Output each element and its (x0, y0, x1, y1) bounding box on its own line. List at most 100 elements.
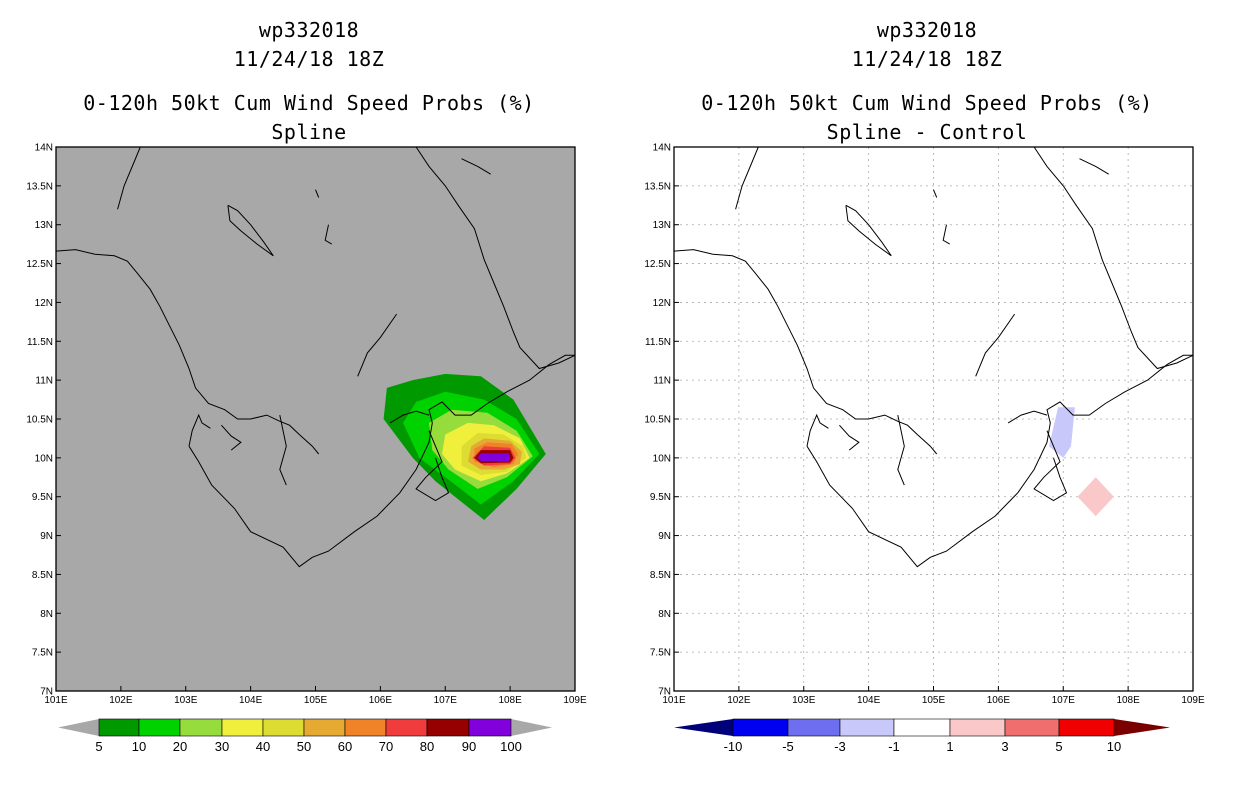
x-tick-label: 104E (239, 695, 263, 706)
colorbar-end-low (58, 719, 99, 736)
y-tick-label: 14N (35, 143, 53, 154)
y-tick-label: 12.5N (644, 259, 671, 270)
colorbar-swatch (1004, 718, 1060, 737)
colorbar-swatch (949, 718, 1006, 737)
x-tick-label: 108E (1116, 695, 1140, 706)
right-chart: 101E 102E 103E 104E 105E 106E 107E 108E 109E 7N 7.… (644, 143, 1205, 755)
right-panel: wp332018 11/24/18 18Z 0-120h 50kt Cum Wi… (618, 0, 1236, 800)
colorbar-label: 30 (215, 739, 229, 754)
colorbar-label: 80 (420, 739, 434, 754)
y-tick-label: 8N (658, 609, 671, 620)
y-tick-label: 7N (40, 687, 53, 698)
y-tick-label: 13N (653, 220, 671, 231)
colorbar-label: 70 (379, 739, 393, 754)
colorbar-swatch (839, 718, 895, 737)
y-tick-label: 7N (658, 687, 671, 698)
x-tick-label: 109E (1181, 695, 1205, 706)
coastline (227, 204, 274, 257)
coastline (845, 204, 892, 257)
x-tick-label: 108E (498, 695, 522, 706)
colorbar-swatch (385, 718, 428, 737)
x-tick-label: 104E (857, 695, 881, 706)
coastline (415, 430, 450, 502)
y-tick-label: 13.5N (26, 181, 53, 192)
colorbar-label: 90 (462, 739, 476, 754)
x-tick-label: 101E (662, 695, 686, 706)
coastline (315, 189, 320, 198)
y-tick-label: 11.5N (645, 337, 671, 348)
coastline (806, 413, 829, 447)
colorbar-swatch (138, 718, 181, 737)
coastline (1033, 430, 1068, 502)
colorbar-swatch (344, 718, 387, 737)
left-panel: wp332018 11/24/18 18Z 0-120h 50kt Cum Wi… (26, 18, 587, 755)
colorbar-end-low (674, 719, 733, 736)
colorbar-swatch (1058, 718, 1115, 737)
colorbar-label: 50 (297, 739, 311, 754)
coastline (415, 146, 576, 370)
y-tick-label: 11.5N (27, 337, 53, 348)
y-tick-label: 10N (35, 453, 53, 464)
coastline (839, 424, 860, 451)
y-tick-label: 10N (653, 453, 671, 464)
left-title: 0-120h 50kt Cum Wind Speed Probs (%) (83, 91, 535, 115)
colorbar-swatch (262, 718, 305, 737)
right-title: 0-120h 50kt Cum Wind Speed Probs (%) (701, 91, 1153, 115)
x-tick-label: 105E (304, 695, 328, 706)
coastline (117, 146, 141, 210)
coastline (279, 414, 287, 486)
colorbar-label: 100 (500, 739, 522, 754)
left-chart: 101E 102E 103E 104E 105E 106E 107E 108E 109E 7N 7.… (26, 143, 587, 755)
coastline (673, 249, 938, 455)
left-subtitle: Spline (271, 120, 347, 144)
x-tick-label: 102E (727, 695, 751, 706)
y-tick-label: 13N (35, 220, 53, 231)
y-tick-label: 7.5N (32, 648, 53, 659)
colorbar-label: 60 (338, 739, 352, 754)
colorbar-swatch (426, 718, 470, 737)
coastline (806, 354, 1193, 568)
coastline (221, 424, 242, 451)
colorbar-swatch (303, 718, 346, 737)
x-tick-label: 107E (434, 695, 458, 706)
colorbar-swatch (179, 718, 223, 737)
colorbar-swatch (732, 718, 789, 737)
left-storm-id: wp332018 (258, 18, 360, 42)
colorbar-label: -10 (724, 739, 743, 754)
y-tick-label: 11N (35, 376, 53, 387)
y-tick-label: 12.5N (26, 259, 53, 270)
coastline (357, 313, 398, 377)
x-tick-label: 101E (44, 695, 68, 706)
coastline (188, 354, 575, 568)
y-tick-label: 12N (653, 298, 671, 309)
colorbar-swatch (893, 718, 951, 737)
x-tick-label: 107E (1052, 695, 1076, 706)
right-subtitle: Spline - Control (826, 120, 1028, 144)
colorbar-label: 20 (173, 739, 187, 754)
right-storm-id: wp332018 (876, 18, 978, 42)
y-tick-label: 8.5N (32, 570, 53, 581)
x-tick-label: 106E (987, 695, 1011, 706)
colorbar-label: 3 (1001, 739, 1008, 754)
colorbar-swatch (98, 718, 140, 737)
x-tick-label: 109E (563, 695, 587, 706)
coastline (1033, 146, 1194, 370)
colorbar-label: 1 (946, 739, 953, 754)
left-datetime: 11/24/18 18Z (233, 47, 385, 71)
colorbar-label: 10 (1107, 739, 1121, 754)
colorbar-swatch (468, 718, 512, 737)
coastline (975, 313, 1016, 377)
coastline (55, 249, 320, 455)
colorbar-swatch (221, 718, 264, 737)
y-tick-label: 10.5N (26, 415, 53, 426)
y-tick-label: 8N (40, 609, 53, 620)
y-tick-label: 9N (40, 531, 53, 542)
coastline (188, 413, 211, 447)
colorbar-label: 5 (1055, 739, 1062, 754)
difference-area-negative (1049, 407, 1075, 458)
y-tick-label: 12N (35, 298, 53, 309)
coastline (1007, 410, 1048, 424)
x-tick-label: 103E (792, 695, 816, 706)
x-tick-label: 106E (369, 695, 393, 706)
coastline (1079, 158, 1109, 175)
